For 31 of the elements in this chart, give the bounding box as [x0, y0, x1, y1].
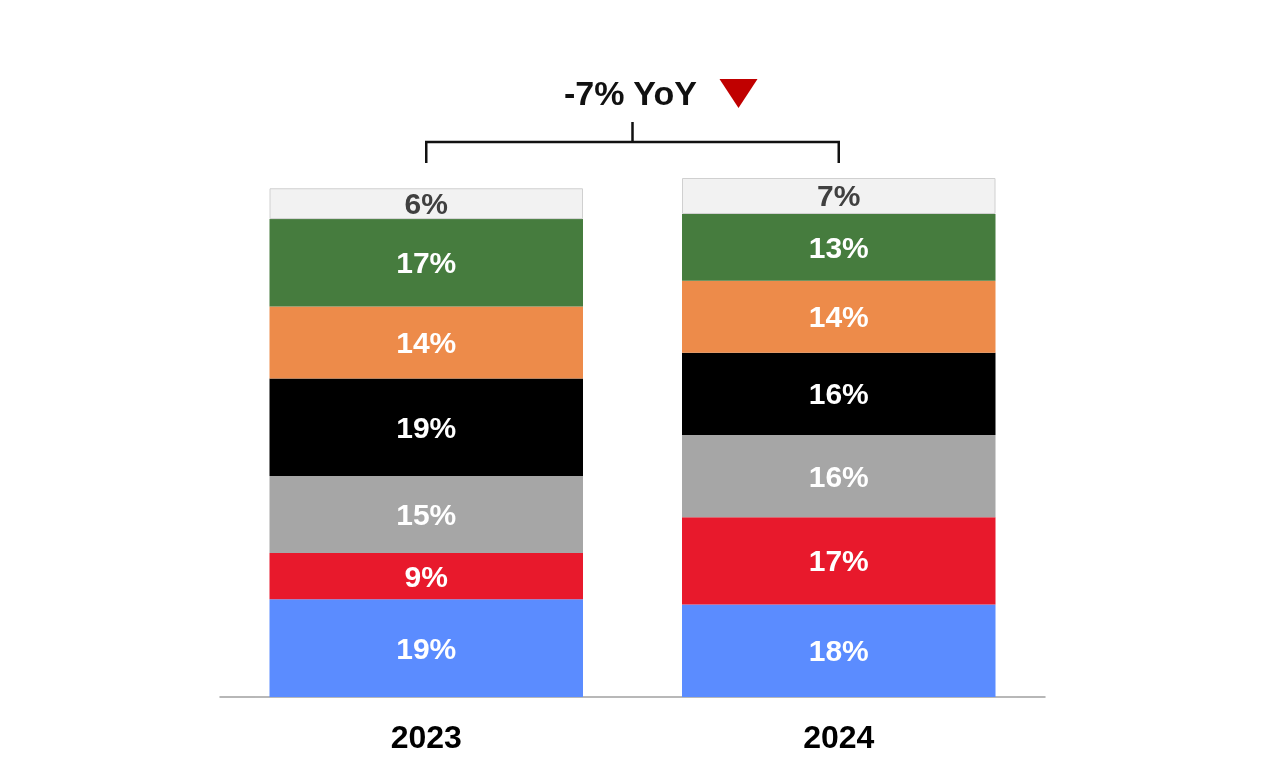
- bar: [269, 553, 583, 600]
- x-tick-label: 2024: [803, 719, 875, 755]
- bar: [682, 213, 996, 281]
- bar: [682, 517, 996, 605]
- bar: [682, 604, 996, 697]
- data-label: 14%: [808, 300, 869, 334]
- data-label: 16%: [808, 377, 869, 411]
- data-label: 13%: [808, 230, 869, 264]
- bar: [269, 306, 583, 379]
- bar: [682, 352, 996, 435]
- data-label: 9%: [404, 559, 448, 593]
- x-tick-label: 2023: [390, 719, 462, 755]
- data-label: 6%: [404, 187, 448, 221]
- data-label: 19%: [396, 631, 457, 665]
- data-label: 14%: [396, 325, 457, 359]
- bar: [682, 178, 996, 214]
- bar: [682, 280, 996, 353]
- data-label: 7%: [817, 179, 861, 213]
- data-label: 16%: [808, 459, 869, 493]
- data-label: 17%: [396, 246, 457, 280]
- data-label: 18%: [808, 634, 869, 668]
- bar: [269, 188, 583, 220]
- data-label: 19%: [396, 410, 457, 444]
- bar: [269, 378, 583, 477]
- data-label: 17%: [808, 544, 869, 578]
- data-label: 15%: [396, 498, 457, 532]
- bar: [269, 219, 583, 307]
- bar: [269, 476, 583, 554]
- bar: [682, 434, 996, 518]
- text: -7% YoY: [564, 73, 697, 113]
- bar: [269, 599, 583, 697]
